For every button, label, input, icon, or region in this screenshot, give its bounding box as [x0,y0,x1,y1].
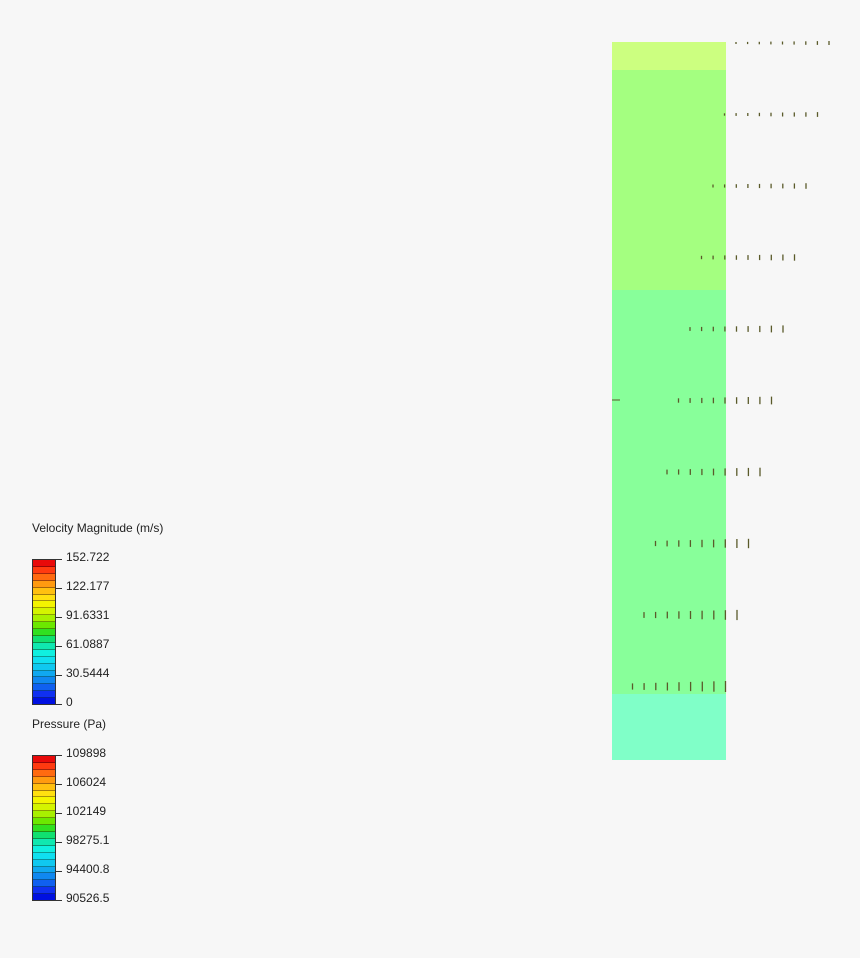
color-band [33,852,55,860]
color-band [33,762,55,770]
color-band [33,776,55,784]
color-band [33,566,55,574]
color-band [33,684,55,692]
pressure-tick-mark [56,813,62,814]
color-band [33,698,55,705]
velocity-tick-label: 91.6331 [66,608,110,622]
pressure-tick-label: 90526.5 [66,891,110,905]
pressure-tick-mark [56,755,62,756]
color-band [33,670,55,678]
pressure-band-upper [612,70,726,290]
velocity-tick-label: 0 [66,695,73,709]
color-band [33,587,55,595]
color-band [33,769,55,777]
pressure-band-bottom [612,694,726,760]
velocity-tick-mark [56,704,62,705]
velocity-tick-mark [56,588,62,589]
color-band [33,797,55,805]
pressure-tick-label: 106024 [66,775,107,789]
pressure-legend-title: Pressure (Pa) [32,717,107,731]
color-band [33,677,55,685]
color-band [33,642,55,650]
velocity-tick-label: 122.177 [66,579,110,593]
velocity-vector-glyphs [612,41,830,692]
color-band [33,629,55,636]
color-band [33,811,55,819]
velocity-tick-mark [56,559,62,560]
velocity-legend-title: Velocity Magnitude (m/s) [32,521,164,535]
color-band [33,573,55,581]
color-band [33,887,55,895]
color-band [33,691,55,699]
color-band [33,649,55,657]
color-band [33,580,55,588]
pressure-band-top [612,42,726,70]
color-band [33,838,55,846]
pressure-tick-label: 94400.8 [66,862,110,876]
color-band [33,635,55,643]
pressure-tick-mark [56,784,62,785]
color-band [33,756,55,763]
color-band [33,873,55,881]
velocity-tick-mark [56,675,62,676]
color-band [33,790,55,798]
color-band [33,831,55,839]
pressure-tick-mark [56,871,62,872]
color-band [33,818,55,826]
color-band [33,656,55,664]
color-band [33,560,55,567]
color-band [33,880,55,888]
color-band [33,783,55,791]
color-band [33,866,55,874]
color-band [33,622,55,630]
velocity-tick-label: 61.0887 [66,637,110,651]
color-band [33,663,55,671]
color-band [33,594,55,602]
velocity-tick-mark [56,646,62,647]
color-band [33,804,55,812]
color-band [33,845,55,853]
pressure-tick-mark [56,900,62,901]
pressure-tick-mark [56,842,62,843]
color-band [33,859,55,867]
velocity-tick-label: 152.722 [66,550,110,564]
pressure-tick-label: 102149 [66,804,107,818]
pressure-contour-domain [612,42,726,760]
pressure-tick-label: 98275.1 [66,833,110,847]
color-band [33,601,55,609]
pressure-band-middle [612,290,726,694]
velocity-tick-mark [56,617,62,618]
color-band [33,825,55,832]
color-band [33,615,55,623]
pressure-color-bar [32,755,56,901]
velocity-color-bar [32,559,56,705]
color-band [33,894,55,901]
color-band [33,608,55,616]
pressure-tick-label: 109898 [66,746,107,760]
velocity-tick-label: 30.5444 [66,666,110,680]
